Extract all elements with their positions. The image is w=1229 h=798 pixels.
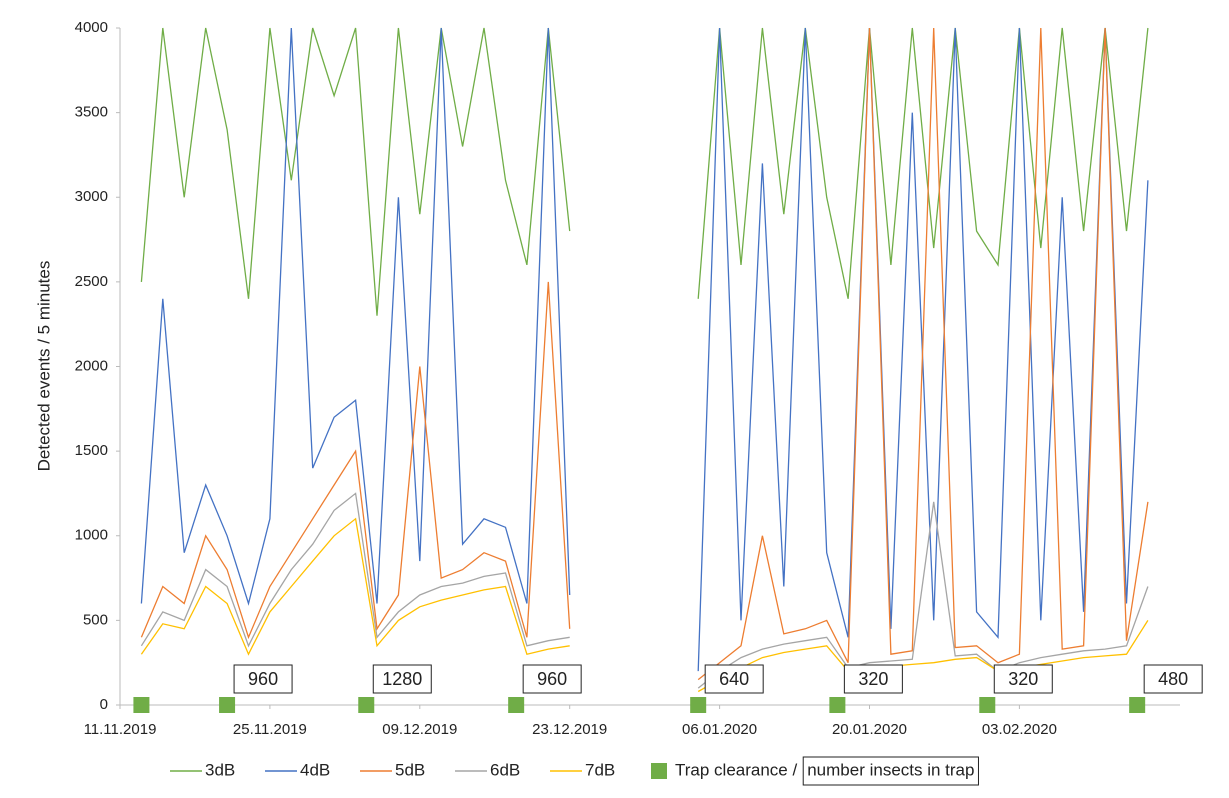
count-label: 1280: [382, 669, 422, 689]
legend-label: 5dB: [395, 760, 425, 779]
y-tick-label: 2000: [75, 357, 108, 374]
count-label: 960: [248, 669, 278, 689]
trap-marker: [508, 697, 525, 713]
trap-marker: [219, 697, 236, 713]
x-tick-label: 11.11.2019: [84, 721, 157, 738]
y-tick-label: 500: [83, 611, 108, 628]
legend-label: 4dB: [300, 760, 330, 779]
trap-marker: [829, 697, 846, 713]
count-box: [522, 664, 582, 694]
series-line: [140, 492, 1149, 689]
trap-marker: [358, 697, 375, 713]
legend-box: [802, 756, 979, 786]
count-box: [993, 664, 1053, 694]
count-box: [1143, 664, 1203, 694]
y-tick-label: 2500: [75, 273, 108, 290]
y-tick-label: 0: [100, 696, 108, 713]
count-box: [372, 664, 432, 694]
count-label: 320: [1008, 669, 1038, 689]
count-box: [233, 664, 293, 694]
y-tick-label: 3500: [75, 104, 108, 121]
x-tick-label: 03.02.2020: [982, 721, 1057, 738]
series-line: [140, 27, 1149, 681]
y-axis-label: Detected events / 5 minutes: [34, 261, 53, 472]
legend-label: 3dB: [205, 760, 235, 779]
y-tick-label: 1000: [75, 527, 108, 544]
series-line: [140, 27, 1149, 316]
legend-label: number insects in trap: [807, 760, 974, 779]
count-box: [843, 664, 903, 694]
count-label: 480: [1158, 669, 1188, 689]
legend-label: Trap clearance /: [675, 760, 797, 779]
legend-swatch: [651, 763, 667, 779]
trap-marker: [979, 697, 996, 713]
trap-marker: [690, 697, 707, 713]
legend-label: 7dB: [585, 760, 615, 779]
x-tick-label: 06.01.2020: [682, 721, 757, 738]
legend-label: 6dB: [490, 760, 520, 779]
count-label: 640: [719, 669, 749, 689]
series-line: [140, 27, 1149, 672]
y-tick-label: 4000: [75, 19, 108, 36]
x-tick-label: 23.12.2019: [532, 721, 607, 738]
x-tick-label: 25.11.2019: [233, 721, 307, 738]
y-tick-label: 3000: [75, 188, 108, 205]
trap-marker: [1129, 697, 1146, 713]
x-tick-label: 20.01.2020: [832, 721, 907, 738]
y-tick-label: 1500: [75, 442, 108, 459]
trap-marker: [133, 697, 150, 713]
count-label: 960: [537, 669, 567, 689]
count-box: [704, 664, 764, 694]
count-label: 320: [858, 669, 888, 689]
series-line: [140, 517, 1149, 693]
x-tick-label: 09.12.2019: [382, 721, 457, 738]
